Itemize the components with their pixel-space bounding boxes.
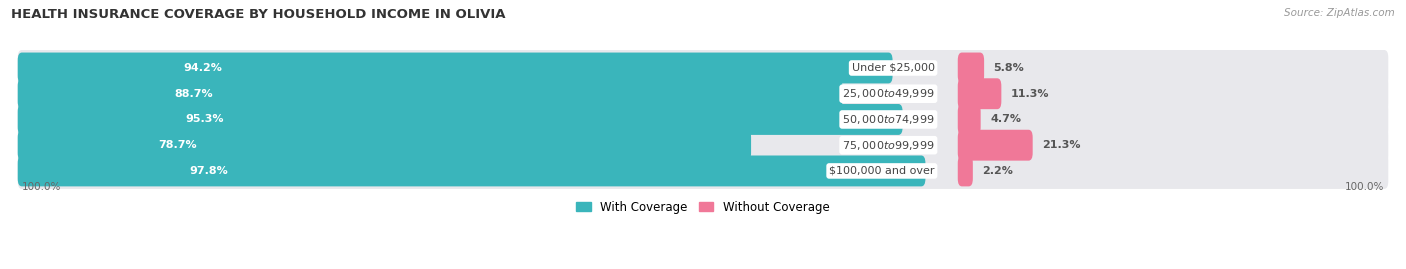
FancyBboxPatch shape xyxy=(18,76,1388,112)
FancyBboxPatch shape xyxy=(18,130,751,161)
Text: 100.0%: 100.0% xyxy=(22,182,62,192)
FancyBboxPatch shape xyxy=(957,155,973,186)
FancyBboxPatch shape xyxy=(18,153,1388,189)
FancyBboxPatch shape xyxy=(957,130,1032,161)
Text: Source: ZipAtlas.com: Source: ZipAtlas.com xyxy=(1284,8,1395,18)
Text: $25,000 to $49,999: $25,000 to $49,999 xyxy=(842,87,935,100)
Text: HEALTH INSURANCE COVERAGE BY HOUSEHOLD INCOME IN OLIVIA: HEALTH INSURANCE COVERAGE BY HOUSEHOLD I… xyxy=(11,8,506,21)
FancyBboxPatch shape xyxy=(957,52,984,83)
Text: 4.7%: 4.7% xyxy=(990,115,1021,125)
FancyBboxPatch shape xyxy=(957,104,980,135)
Text: $75,000 to $99,999: $75,000 to $99,999 xyxy=(842,139,935,152)
FancyBboxPatch shape xyxy=(18,78,842,109)
FancyBboxPatch shape xyxy=(957,78,1001,109)
Text: $50,000 to $74,999: $50,000 to $74,999 xyxy=(842,113,935,126)
Legend: With Coverage, Without Coverage: With Coverage, Without Coverage xyxy=(572,196,834,218)
Text: 5.8%: 5.8% xyxy=(994,63,1025,73)
Text: 100.0%: 100.0% xyxy=(1344,182,1384,192)
FancyBboxPatch shape xyxy=(18,127,1388,163)
Text: $100,000 and over: $100,000 and over xyxy=(830,166,935,176)
Text: 11.3%: 11.3% xyxy=(1011,89,1049,99)
Text: 78.7%: 78.7% xyxy=(157,140,197,150)
Text: 94.2%: 94.2% xyxy=(183,63,222,73)
Text: 21.3%: 21.3% xyxy=(1042,140,1081,150)
FancyBboxPatch shape xyxy=(18,52,893,83)
FancyBboxPatch shape xyxy=(18,155,925,186)
FancyBboxPatch shape xyxy=(18,104,903,135)
Text: 2.2%: 2.2% xyxy=(983,166,1014,176)
Text: 88.7%: 88.7% xyxy=(174,89,212,99)
Text: 95.3%: 95.3% xyxy=(186,115,224,125)
FancyBboxPatch shape xyxy=(18,101,1388,137)
Text: Under $25,000: Under $25,000 xyxy=(852,63,935,73)
Text: 97.8%: 97.8% xyxy=(190,166,228,176)
FancyBboxPatch shape xyxy=(18,50,1388,86)
